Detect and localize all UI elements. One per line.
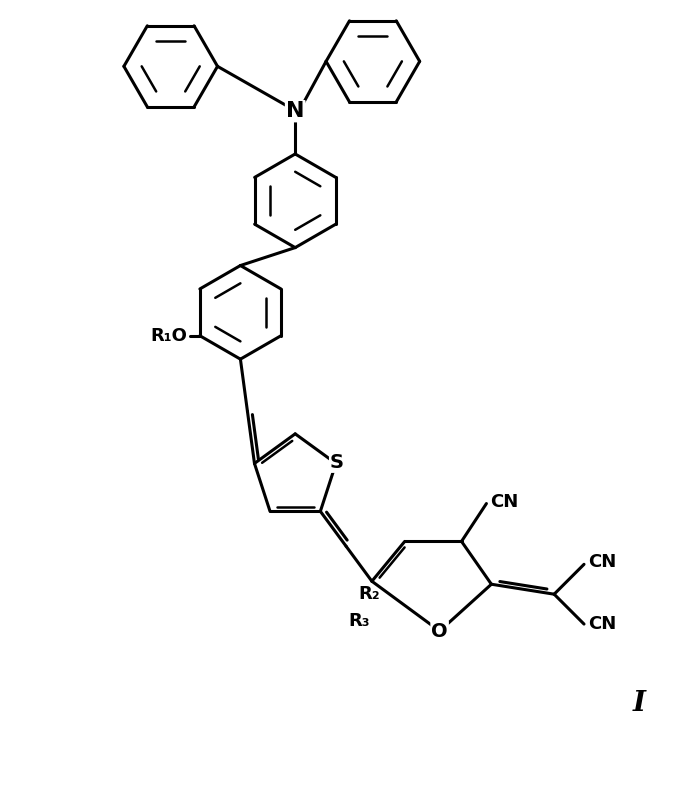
Text: I: I: [632, 690, 646, 717]
Text: O: O: [431, 622, 448, 641]
Text: R₁O: R₁O: [150, 327, 187, 344]
Text: CN: CN: [588, 615, 616, 633]
Text: N: N: [286, 101, 305, 121]
Text: CN: CN: [490, 493, 519, 510]
Text: S: S: [330, 453, 344, 472]
Text: N: N: [287, 101, 304, 121]
Text: CN: CN: [588, 553, 616, 571]
Text: R₂: R₂: [358, 585, 380, 604]
Text: R₃: R₃: [348, 612, 370, 630]
